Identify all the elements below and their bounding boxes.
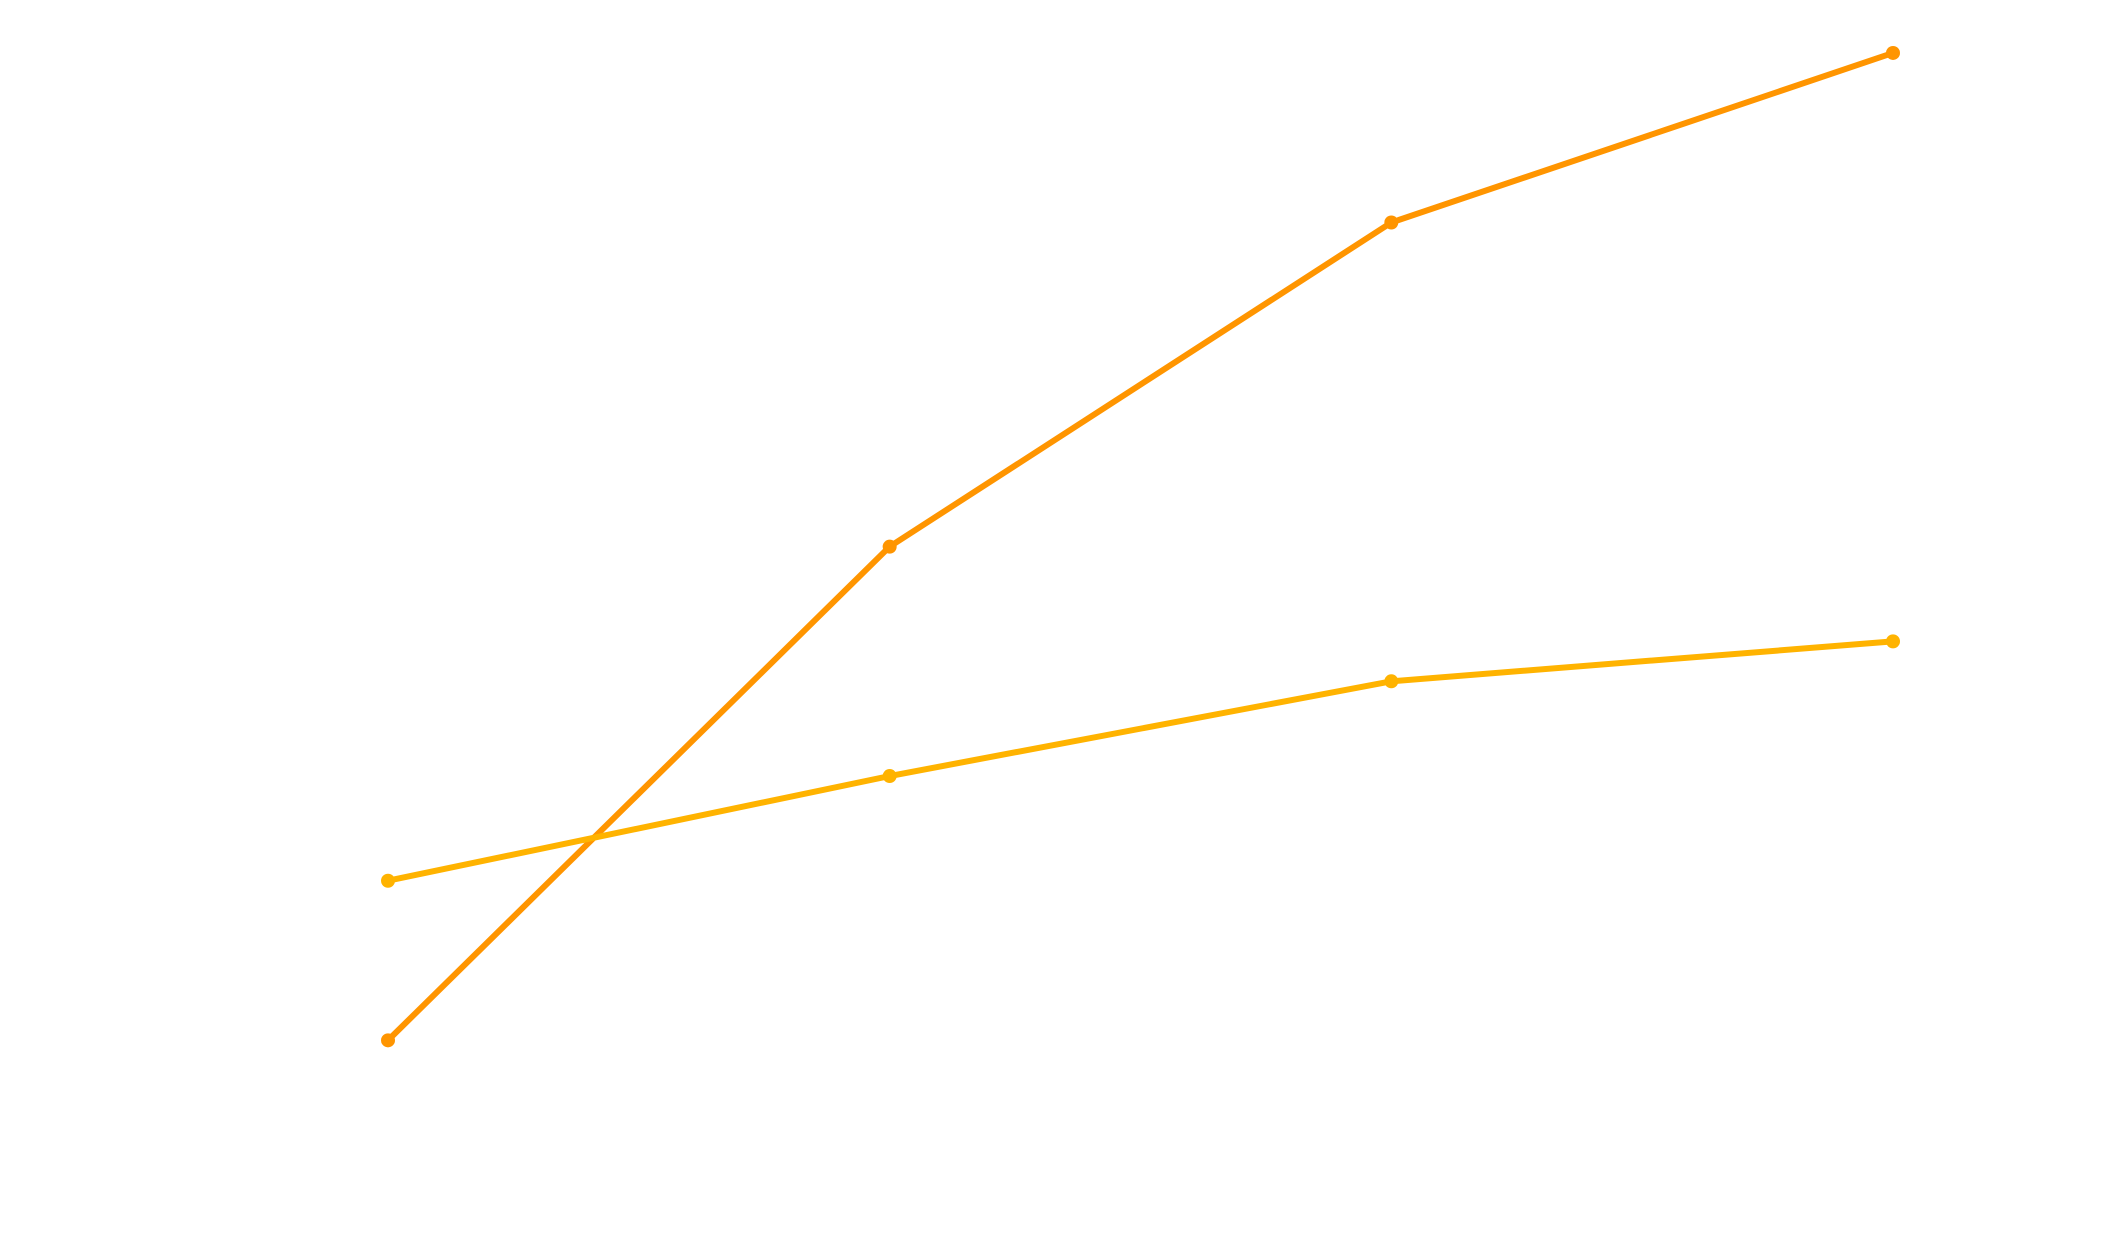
series-2-line [385,638,1896,884]
series-1-point-1 [381,1033,395,1048]
series-2 [381,634,1900,888]
series-2-point-4 [1886,634,1900,649]
series-1-point-2 [882,539,897,554]
series-1 [381,45,1900,1048]
series-2-point-3 [1384,674,1399,689]
plot-area [381,45,1900,1048]
series-1-line [385,49,1896,1044]
series-2-point-2 [882,769,897,784]
series-2-point-1 [381,873,395,888]
series-1-point-4 [1886,45,1900,60]
series-1-point-3 [1384,215,1399,230]
